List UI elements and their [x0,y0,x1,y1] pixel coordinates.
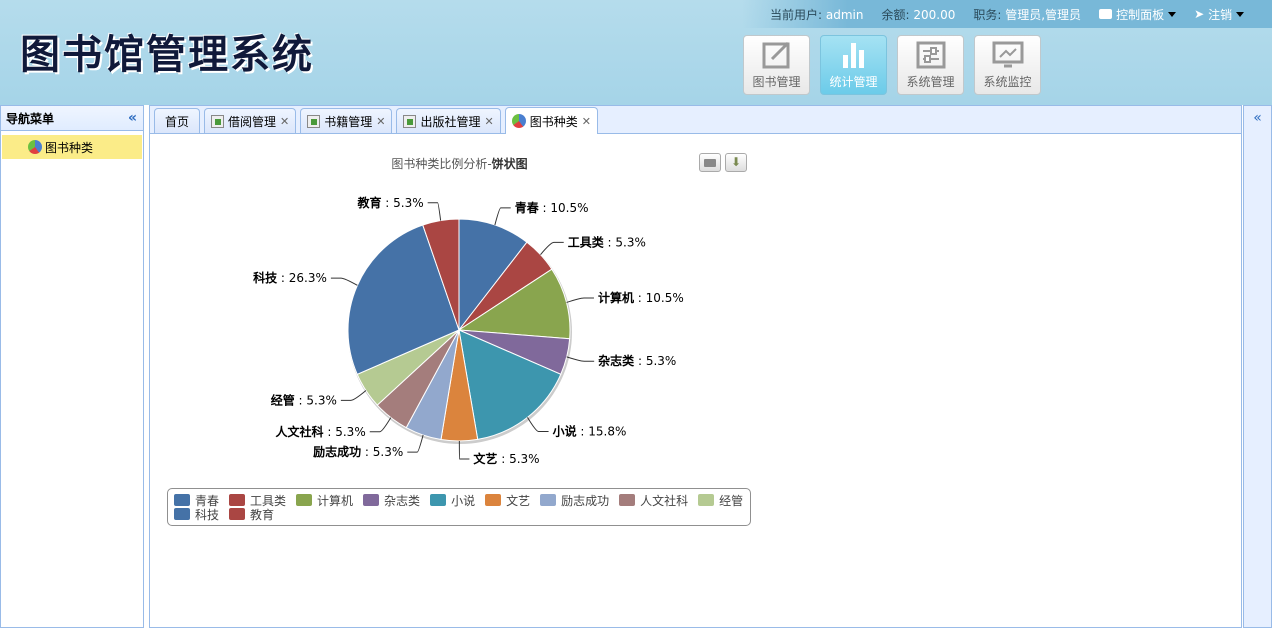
balance: 余额: 200.00 [881,7,956,22]
legend-item[interactable]: 文艺 [485,493,530,508]
slice-label: 青春 : 10.5% [515,200,589,215]
legend-swatch [174,494,190,506]
pie-slice[interactable] [347,224,460,375]
legend-item[interactable]: 经管 [698,493,743,508]
control-panel-menu[interactable]: 控制面板 [1099,6,1177,23]
pie-slice[interactable] [458,218,528,332]
slice-label: 科技 : 26.3% [253,270,327,285]
tab-page-icon [403,114,417,128]
pie-slice[interactable] [457,268,571,340]
slice-label: 励志成功 : 5.3% [313,444,403,459]
close-icon[interactable]: ✕ [484,114,494,128]
legend-item[interactable]: 计算机 [296,493,353,508]
pie-chart: 图书种类比例分析-饼状图 ⬇ 青春 : 10.5% 工具类 : 5.3% 计算机 :… [162,145,757,535]
legend-item[interactable]: 青春 [174,493,219,508]
print-button[interactable] [699,153,721,172]
slice-label: 文艺 : 5.3% [473,451,539,466]
legend-swatch [485,494,502,506]
send-icon: ➤ [1194,7,1205,21]
slice-label: 教育 : 5.3% [356,195,423,210]
sidebar-item-book-category[interactable]: 图书种类 [2,135,142,159]
legend-swatch [363,494,380,506]
caret-down-icon [1168,11,1177,17]
legend-item[interactable]: 科技 [174,507,219,522]
module-statistics[interactable]: 统计管理 [820,35,887,95]
slice-label: 杂志类 : 5.3% [598,353,676,368]
export-button[interactable]: ⬇ [725,153,747,172]
expand-right-icon[interactable]: « [1253,110,1262,126]
legend-swatch [698,494,715,506]
slice-label: 计算机 : 10.5% [598,290,684,305]
close-icon[interactable]: ✕ [376,114,386,128]
bar-chart-icon [842,43,864,68]
label-connector [566,297,594,303]
right-panel: « [1243,105,1272,628]
tab-book-category[interactable]: 图书种类 ✕ [504,107,598,134]
logout-menu[interactable]: ➤ 注销 [1194,6,1245,23]
label-connector [407,434,424,453]
legend-swatch [229,508,246,520]
header: 图书馆管理系统 当前用户: admin 余额: 200.00 职务: 管理员,管… [0,0,1272,105]
tab-home[interactable]: 首页 [154,108,201,133]
main-panel: 首页 借阅管理 ✕ 书籍管理 ✕ 出版社管理 ✕ 图书种类 ✕ [149,105,1242,628]
chart-legend: 青春 工具类 计算机 杂志类 小说 文艺 励志成功 人文社科 经管科技 教育 [167,488,751,526]
pie-chart-icon [511,114,526,128]
legend-swatch [430,494,447,506]
top-bar: 当前用户: admin 余额: 200.00 职务: 管理员,管理员 控制面板 … [742,0,1272,28]
label-connector [458,440,470,460]
tab-bar: 首页 借阅管理 ✕ 书籍管理 ✕ 出版社管理 ✕ 图书种类 ✕ [150,106,1241,134]
sidebar-title: 导航菜单 [6,111,55,126]
label-connector [330,277,358,286]
close-icon[interactable]: ✕ [581,114,591,128]
download-icon: ⬇ [731,155,742,169]
legend-swatch [296,494,313,506]
module-system-monitor[interactable]: 系统监控 [974,35,1041,95]
label-connector [527,417,549,433]
slice-label: 工具类 : 5.3% [568,234,646,249]
chart-title: 图书种类比例分析-饼状图 [391,157,528,171]
legend-item[interactable]: 人文社科 [619,493,688,508]
legend-swatch [174,508,190,520]
slice-label: 人文社科 : 5.3% [276,424,366,439]
label-connector [566,356,595,362]
legend-swatch [540,494,557,506]
edit-icon [762,41,789,69]
collapse-left-icon[interactable]: « [127,110,137,126]
pie-chart-icon [28,140,42,154]
legend-item[interactable]: 工具类 [229,493,286,508]
monitor-icon [992,41,1023,68]
module-book-management[interactable]: 图书管理 [743,35,810,95]
pie-slice[interactable] [458,329,562,440]
pie-slice[interactable] [422,218,460,331]
slice-label: 经管 : 5.3% [271,392,337,407]
close-icon[interactable]: ✕ [280,114,290,128]
tab-page-icon [211,114,225,128]
legend-item[interactable]: 教育 [229,507,274,522]
folder-icon [1099,9,1113,19]
role: 职务: 管理员,管理员 [973,7,1082,22]
caret-down-icon [1236,11,1245,17]
sidebar: 导航菜单 « 图书种类 [0,105,144,628]
tab-book-management[interactable]: 书籍管理 ✕ [300,108,393,133]
label-connector [494,207,511,226]
print-icon [704,159,716,167]
legend-item[interactable]: 励志成功 [540,493,609,508]
module-system-management[interactable]: 系统管理 [897,35,964,95]
slice-label: 小说 : 15.8% [553,424,627,439]
current-user: 当前用户: admin [770,7,864,22]
pie-plot: 青春 : 10.5% 工具类 : 5.3% 计算机 : 10.5% 杂志类 : 5.3… [253,195,684,466]
tab-publisher-management[interactable]: 出版社管理 ✕ [396,108,501,133]
label-connector [340,390,367,401]
legend-swatch [619,494,636,506]
legend-swatch [229,494,246,506]
tab-page-icon [307,114,321,128]
legend-item[interactable]: 小说 [430,493,475,508]
app-logo: 图书馆管理系统 [20,32,314,78]
label-connector [369,417,392,433]
sliders-icon [916,41,945,69]
legend-item[interactable]: 杂志类 [363,493,420,508]
label-connector [427,202,442,221]
tab-borrow-management[interactable]: 借阅管理 ✕ [204,108,297,133]
label-connector [540,241,564,255]
